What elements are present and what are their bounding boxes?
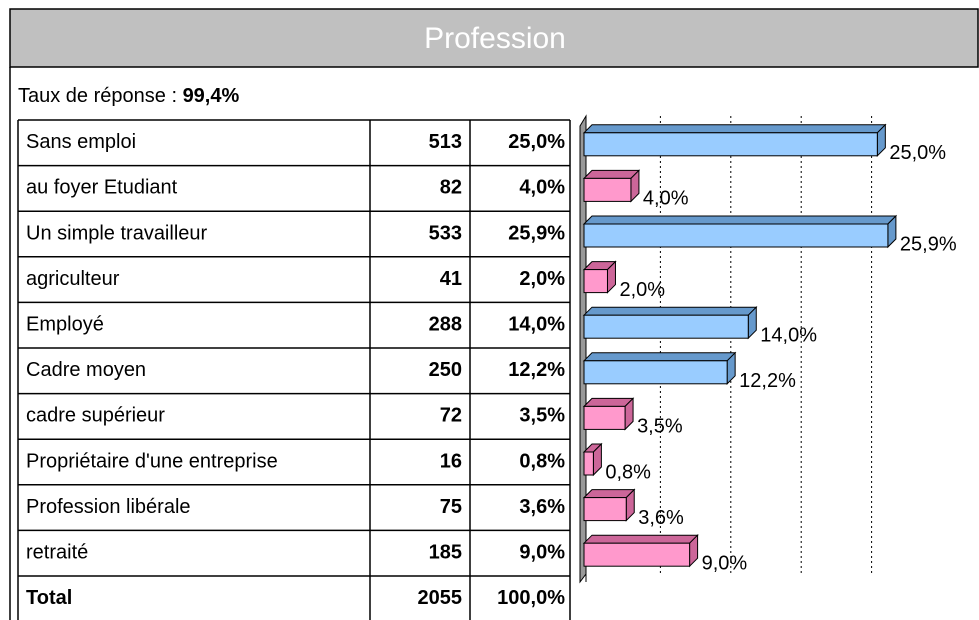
bar <box>583 542 691 567</box>
row-count: 533 <box>429 222 462 244</box>
bar-label: 25,0% <box>889 142 946 164</box>
bar <box>583 451 594 476</box>
row-label: Employé <box>26 313 104 335</box>
bar-label: 3,5% <box>637 416 683 438</box>
row-count: 513 <box>429 131 462 153</box>
bar-top <box>582 169 641 179</box>
row-percent: 14,0% <box>508 313 565 335</box>
response-label: Taux de réponse : <box>18 85 177 107</box>
bar-label: 0,8% <box>605 461 651 483</box>
bar-top <box>582 306 758 316</box>
bar <box>583 132 878 157</box>
bar-top <box>582 124 887 134</box>
bar <box>583 223 889 248</box>
row-label: Profession libérale <box>26 496 191 518</box>
row-count: 82 <box>440 177 462 199</box>
row-label: au foyer Etudiant <box>26 177 178 199</box>
row-label: Un simple travailleur <box>26 222 208 244</box>
bar-top <box>582 352 737 362</box>
bar <box>583 497 627 522</box>
row-label: cadre supérieur <box>26 405 165 427</box>
bar-label: 3,6% <box>638 507 684 529</box>
row-count: 288 <box>429 313 462 335</box>
bar-label: 4,0% <box>643 188 689 210</box>
response-value: 99,4% <box>183 85 240 107</box>
bar-label: 2,0% <box>619 279 665 301</box>
row-percent: 2,0% <box>519 268 565 290</box>
bar <box>583 405 626 430</box>
bar <box>583 269 608 294</box>
row-label: Sans emploi <box>26 131 136 153</box>
bar <box>583 314 749 339</box>
bar-label: 12,2% <box>739 370 796 392</box>
row-label: retraité <box>26 541 88 563</box>
row-percent: 100,0% <box>497 587 565 609</box>
title: Profession <box>424 22 566 55</box>
row-label: agriculteur <box>26 268 120 290</box>
row-count: 250 <box>429 359 462 381</box>
row-count: 72 <box>440 405 462 427</box>
bar-label: 9,0% <box>702 552 748 574</box>
row-percent: 25,9% <box>508 222 565 244</box>
row-count: 16 <box>440 450 462 472</box>
row-percent: 3,6% <box>519 496 565 518</box>
row-label: Total <box>26 587 72 609</box>
bar <box>583 360 728 385</box>
row-count: 2055 <box>418 587 463 609</box>
row-percent: 0,8% <box>519 450 565 472</box>
row-percent: 12,2% <box>508 359 565 381</box>
row-count: 75 <box>440 496 462 518</box>
row-count: 185 <box>429 541 462 563</box>
bar-label: 14,0% <box>760 324 817 346</box>
row-percent: 9,0% <box>519 541 565 563</box>
row-percent: 4,0% <box>519 177 565 199</box>
title-bar <box>9 8 979 68</box>
row-label: Cadre moyen <box>26 359 146 381</box>
bar-top <box>582 215 898 225</box>
row-count: 41 <box>440 268 462 290</box>
row-label: Propriétaire d'une entreprise <box>26 450 278 472</box>
row-percent: 25,0% <box>508 131 565 153</box>
bar-top <box>582 489 636 499</box>
bar-top <box>582 534 699 544</box>
bar <box>583 177 632 202</box>
row-percent: 3,5% <box>519 405 565 427</box>
response-rate: Taux de réponse : 99,4% <box>18 85 239 107</box>
bar-label: 25,9% <box>900 233 957 255</box>
